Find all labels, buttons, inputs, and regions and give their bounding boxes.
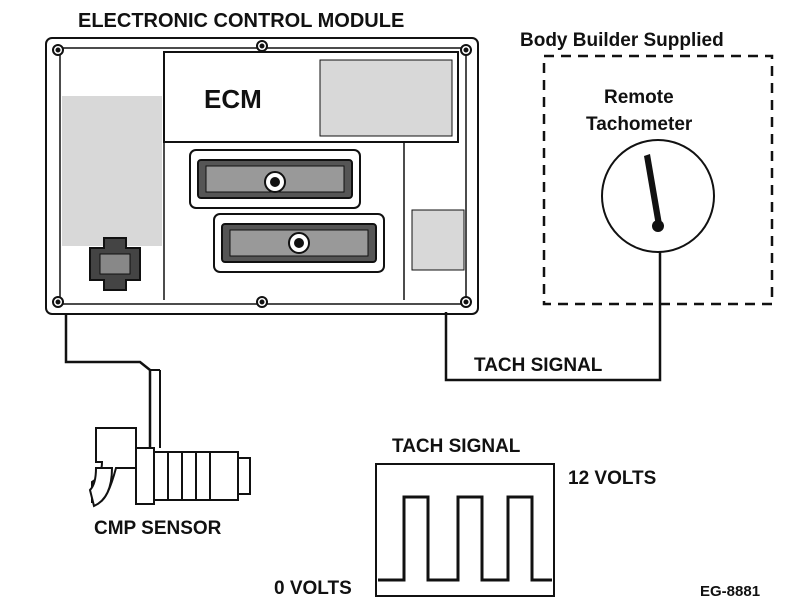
ecm-label: ECM — [204, 84, 262, 114]
waveform-frame — [375, 463, 555, 597]
tach-signal-wire-label: TACH SIGNAL — [474, 355, 603, 376]
ecm-small-connector — [89, 237, 141, 291]
remote-label: Remote — [604, 87, 674, 108]
tach-signal-wire — [444, 252, 662, 382]
ecm-housing — [45, 37, 479, 315]
zero-volts-label: 0 VOLTS — [274, 578, 352, 599]
module-title: ELECTRONIC CONTROL MODULE — [78, 10, 404, 32]
tachometer-label: Tachometer — [586, 114, 693, 135]
mounting-screws — [52, 40, 472, 308]
ecm-connector-upper — [189, 149, 361, 209]
tach-signal-graph-label: TACH SIGNAL — [392, 436, 521, 457]
cmp-sensor — [88, 369, 251, 508]
cmp-sensor-label: CMP SENSOR — [94, 518, 222, 539]
twelve-volts-label: 12 VOLTS — [568, 468, 656, 489]
body-builder-label: Body Builder Supplied — [520, 30, 724, 51]
figure-id: EG-8881 — [700, 583, 760, 600]
cmp-sensor-wire — [64, 314, 152, 450]
ecm-connector-lower — [213, 213, 385, 273]
tach-waveform — [378, 495, 552, 582]
remote-tachometer-dial — [601, 139, 715, 253]
